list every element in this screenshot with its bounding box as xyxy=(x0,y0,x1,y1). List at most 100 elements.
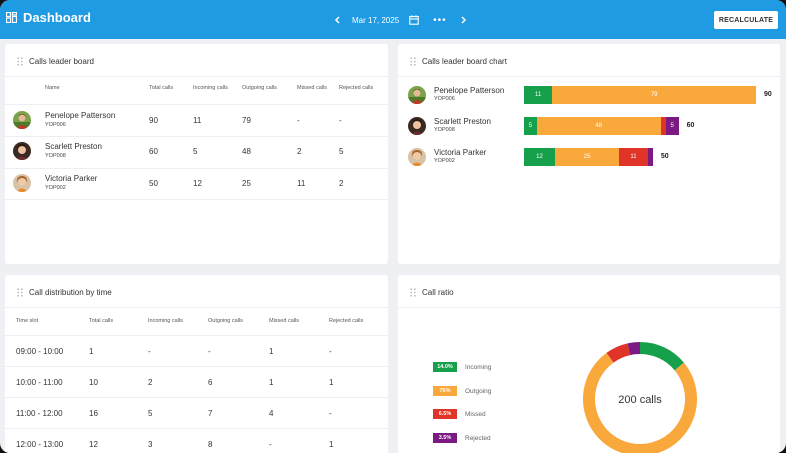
legend-item-rejected[interactable]: 3.5% Rejected xyxy=(433,433,491,443)
calendar-button[interactable] xyxy=(409,15,419,25)
column-header-outgoing[interactable]: Outgoing calls xyxy=(208,318,243,324)
brand[interactable]: Dashboard xyxy=(6,10,91,25)
legend-item-incoming[interactable]: 14.0% Incoming xyxy=(433,362,491,372)
outgoing-calls: 6 xyxy=(208,378,213,387)
divider xyxy=(5,397,388,398)
avatar xyxy=(13,174,31,192)
avatar xyxy=(13,111,31,129)
missed-calls: 4 xyxy=(269,409,274,418)
member-name: Victoria Parker xyxy=(45,174,98,183)
outgoing-calls: 25 xyxy=(242,179,251,188)
column-header-rejected[interactable]: Rejected calls xyxy=(329,318,364,324)
outgoing-calls: - xyxy=(208,347,211,356)
legend-label: Rejected xyxy=(465,434,491,442)
panel-header: Call ratio xyxy=(398,275,780,308)
rejected-calls: 5 xyxy=(339,147,344,156)
column-header-outgoing[interactable]: Outgoing calls xyxy=(242,85,277,91)
bar-segment xyxy=(647,148,653,166)
missed-calls: 1 xyxy=(269,347,274,356)
stacked-bar[interactable]: 5 48 5 xyxy=(524,117,679,135)
more-options-button[interactable]: ••• xyxy=(433,14,447,26)
donut-slice-missed[interactable] xyxy=(606,343,631,363)
drag-handle-icon[interactable] xyxy=(410,57,416,66)
legend-label: Missed xyxy=(465,410,486,418)
chevron-right-icon xyxy=(461,16,466,24)
column-header-name[interactable]: Name xyxy=(45,85,60,91)
missed-calls: - xyxy=(269,440,272,449)
member-id: YOP002 xyxy=(434,158,455,164)
bar-segment: 5 xyxy=(665,117,679,135)
total-calls: 60 xyxy=(149,147,158,156)
missed-calls: 1 xyxy=(269,378,274,387)
divider xyxy=(5,104,388,105)
panel-header: Calls leader board xyxy=(5,44,388,77)
column-header-missed[interactable]: Missed calls xyxy=(269,318,299,324)
outgoing-calls: 7 xyxy=(208,409,213,418)
member-name: Scarlett Preston xyxy=(434,117,491,126)
column-header-incoming[interactable]: Incoming calls xyxy=(148,318,183,324)
member-name: Victoria Parker xyxy=(434,148,487,157)
drag-handle-icon[interactable] xyxy=(410,288,416,297)
avatar xyxy=(13,142,31,160)
incoming-calls: 12 xyxy=(193,179,202,188)
donut-center-label: 200 calls xyxy=(618,394,662,406)
recalculate-button[interactable]: RECALCULATE xyxy=(714,11,778,29)
legend-item-outgoing[interactable]: 76% Outgoing xyxy=(433,386,491,396)
total-calls: 1 xyxy=(89,347,94,356)
rejected-calls: 1 xyxy=(329,440,334,449)
bar-segment: 25 xyxy=(554,148,620,166)
bar-segment: 11 xyxy=(524,86,553,104)
prev-date-button[interactable] xyxy=(330,12,344,28)
member-id: YOP002 xyxy=(45,185,66,191)
incoming-calls: 2 xyxy=(148,378,153,387)
column-header-total[interactable]: Total calls xyxy=(149,85,174,91)
legend-percent: 76% xyxy=(433,386,457,396)
panel-title: Calls leader board xyxy=(29,57,94,66)
column-header-time-slot[interactable]: Time slot xyxy=(16,318,39,324)
legend-item-missed[interactable]: 6.5% Missed xyxy=(433,409,486,419)
time-slot: 12:00 - 13:00 xyxy=(16,440,64,449)
donut-slice-incoming[interactable] xyxy=(639,342,684,371)
column-header-rejected[interactable]: Rejected calls xyxy=(339,85,374,91)
divider xyxy=(5,199,388,200)
member-name: Scarlett Preston xyxy=(45,142,102,151)
current-date[interactable]: Mar 17, 2025 xyxy=(352,15,400,25)
donut-slice-rejected[interactable] xyxy=(627,342,641,356)
panel-header: Call distribution by time xyxy=(5,275,388,308)
member-name: Penelope Patterson xyxy=(434,86,505,95)
rejected-calls: 2 xyxy=(339,179,344,188)
rejected-calls: - xyxy=(339,116,342,125)
call-distribution-panel: Call distribution by time Time slot Tota… xyxy=(5,275,388,453)
legend-label: Outgoing xyxy=(465,387,492,395)
member-id: YOP006 xyxy=(434,96,455,102)
total-calls: 12 xyxy=(89,440,98,449)
stacked-bar[interactable]: 12 25 11 xyxy=(524,148,653,166)
column-header-missed[interactable]: Missed calls xyxy=(297,85,327,91)
missed-calls: - xyxy=(297,116,300,125)
legend-percent: 3.5% xyxy=(433,433,457,443)
rejected-calls: - xyxy=(329,347,332,356)
drag-handle-icon[interactable] xyxy=(17,57,23,66)
bar-segment: 79 xyxy=(552,86,756,104)
incoming-calls: 11 xyxy=(193,116,202,125)
drag-handle-icon[interactable] xyxy=(17,288,23,297)
stacked-bar[interactable]: 11 79 xyxy=(524,86,756,104)
top-bar: Dashboard Mar 17, 2025 ••• RECALCULATE xyxy=(0,0,786,39)
total-calls: 50 xyxy=(149,179,158,188)
divider xyxy=(5,335,388,336)
calls-leader-board-chart-panel: Calls leader board chart Penelope Patter… xyxy=(398,44,780,264)
avatar xyxy=(408,86,426,104)
divider xyxy=(5,366,388,367)
dashboard-icon xyxy=(6,12,17,23)
donut-slice-outgoing[interactable] xyxy=(583,352,697,453)
outgoing-calls: 48 xyxy=(242,147,251,156)
panel-title: Call distribution by time xyxy=(29,288,112,297)
time-slot: 10:00 - 11:00 xyxy=(16,378,63,387)
next-date-button[interactable] xyxy=(457,12,471,28)
time-slot: 11:00 - 12:00 xyxy=(16,409,63,418)
column-header-total[interactable]: Total calls xyxy=(89,318,114,324)
bar-total-label: 90 xyxy=(764,91,772,98)
column-header-incoming[interactable]: Incoming calls xyxy=(193,85,228,91)
bar-segment xyxy=(660,117,666,135)
